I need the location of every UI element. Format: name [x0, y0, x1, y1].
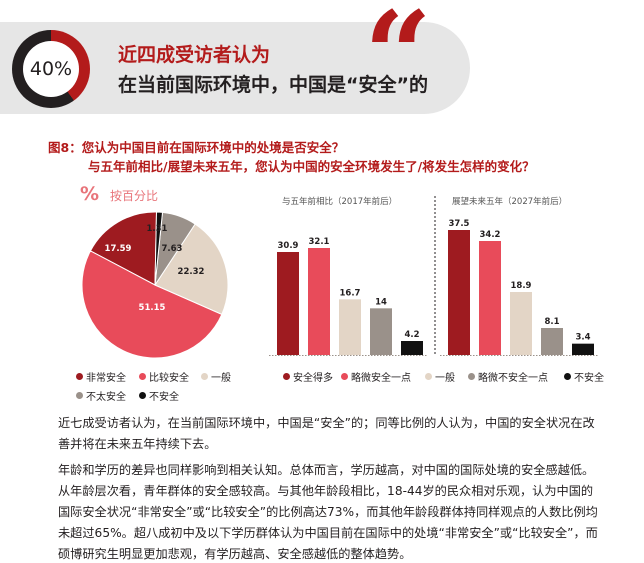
bar [541, 328, 563, 355]
bar [572, 343, 594, 355]
bar-charts: 与五年前相比（2017年前后） 30.9 32.1 16.7 14 4.2 展望未来五年（2… [269, 196, 599, 356]
unit-label: 按百分比 [110, 189, 159, 203]
bar-data-label: 3.4 [575, 333, 590, 343]
bar-data-label: 37.5 [449, 219, 470, 229]
bar-group-title: 与五年前相比（2017年前后） [282, 196, 397, 207]
quote-mark-icon: “ [364, 0, 432, 124]
bar-group-title: 展望未来五年（2027年前后） [452, 196, 567, 207]
bar [510, 292, 532, 355]
legend-label: 略微不安全一点 [478, 373, 548, 384]
pie-data-label: 22.32 [178, 267, 205, 277]
bar-legend-item: 略微安全一点 [341, 369, 411, 384]
legend-label: 比较安全 [149, 373, 189, 384]
pie-slice [154, 211, 164, 286]
legend-label: 不安全 [149, 392, 179, 403]
bar [370, 308, 392, 355]
legend-swatch [139, 373, 146, 380]
pie-chart: 17.59 51.15 22.32 7.63 1.31 [81, 211, 229, 359]
bar [448, 230, 470, 355]
pie-data-label: 7.63 [162, 244, 183, 254]
pie-slice [89, 211, 158, 286]
bar-legend-item: 略微不安全一点 [468, 369, 548, 384]
bar-legend-item: 安全得多 [283, 369, 333, 384]
bar-data-label: 18.9 [511, 281, 532, 291]
pie-legend-item: 不太安全 [76, 388, 126, 403]
header-banner: 40% 近四成受访者认为 在当前国际环境中，中国是“安全”的 “ [0, 0, 470, 114]
pie-data-label: 17.59 [105, 244, 132, 254]
bar-data-label: 34.2 [480, 230, 501, 240]
bar-legend-item: 一般 [425, 369, 455, 384]
legend-swatch [76, 373, 83, 380]
percent-value: 40% [23, 41, 79, 97]
legend-label: 不太安全 [86, 392, 126, 403]
pie-legend-item: 一般 [201, 369, 231, 384]
legend-label: 一般 [211, 373, 231, 384]
bar [308, 248, 330, 355]
legend-label: 非常安全 [86, 373, 126, 384]
body-paragraph-1: 近七成受访者认为，在当前国际环境中，中国是“安全”的；同等比例的人认为，中国的安… [58, 416, 595, 451]
bar-legend-item: 不安全 [564, 369, 604, 384]
figure-title-line2: 与五年前相比/展望未来五年，您认为中国的安全环境发生了/将发生怎样的变化？ [88, 159, 535, 174]
headline-black: 在当前国际环境中，中国是“安全”的 [118, 74, 428, 96]
bar-data-label: 4.2 [404, 330, 419, 340]
figure-title-line1: 图8：您认为中国目前在国际环境中的处境是否安全？ [48, 140, 345, 155]
legend-label: 不安全 [574, 373, 604, 384]
legend-swatch [201, 373, 208, 380]
legend-swatch [76, 392, 83, 399]
pie-legend-item: 非常安全 [76, 369, 126, 384]
pie-slice [81, 250, 223, 359]
pie-legend-item: 比较安全 [139, 369, 189, 384]
pie-legend-item: 不安全 [139, 388, 179, 403]
legend-label: 安全得多 [293, 373, 333, 384]
legend-swatch [283, 373, 290, 380]
legend-label: 一般 [435, 373, 455, 384]
body-paragraph-2: 年龄和学历的差异也同样影响到相关认知。总体而言，学历越高，对中国的国际处境的安全… [58, 463, 598, 561]
bar [401, 341, 423, 355]
headline-red: 近四成受访者认为 [118, 44, 271, 66]
legend-swatch [564, 373, 571, 380]
pie-slice [154, 223, 229, 316]
legend-swatch [468, 373, 475, 380]
bar [479, 241, 501, 355]
percent-donut: 40% [12, 30, 90, 108]
bar [277, 252, 299, 355]
bar-data-label: 32.1 [309, 237, 330, 247]
percent-icon: % [80, 183, 100, 205]
bar [339, 299, 361, 355]
legend-label: 略微安全一点 [351, 373, 411, 384]
bar-data-label: 16.7 [340, 288, 361, 298]
pie-data-label: 1.31 [147, 224, 168, 234]
legend-swatch [425, 373, 432, 380]
bar-data-label: 14 [375, 297, 387, 307]
legend-swatch [341, 373, 348, 380]
bar-data-label: 8.1 [544, 317, 559, 327]
legend-swatch [139, 392, 146, 399]
pie-data-label: 51.15 [139, 303, 166, 313]
bar-data-label: 30.9 [278, 241, 299, 251]
